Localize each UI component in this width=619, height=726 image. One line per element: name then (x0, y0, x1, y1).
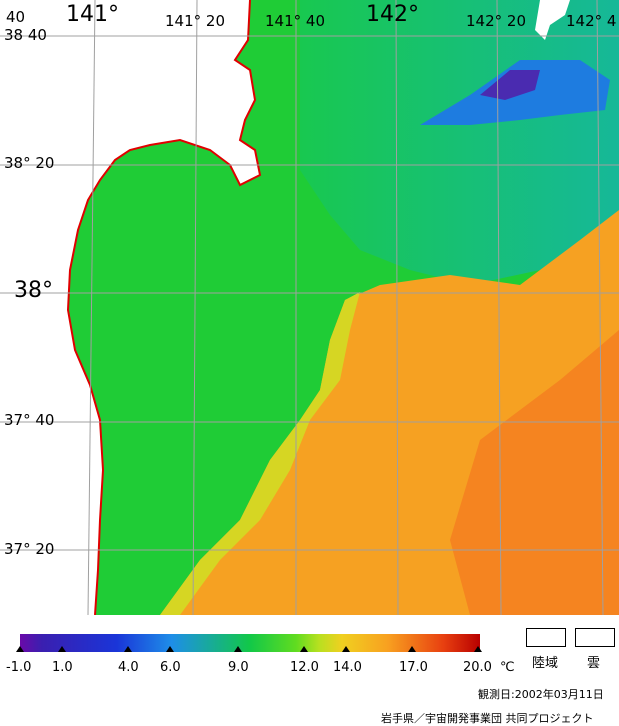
cloud-key-label: 雲 (587, 656, 601, 671)
lat-label-37-40: 37° 40 (4, 411, 55, 429)
tick-label: 17.0 (399, 660, 428, 675)
tick-mark (234, 646, 242, 652)
warm-core (450, 330, 619, 615)
tick-label: 6.0 (160, 660, 181, 675)
tick-mark (58, 646, 66, 652)
tick-label: 4.0 (118, 660, 139, 675)
tick-mark (16, 646, 24, 652)
lon-label-142-20: 142° 20 (466, 12, 526, 30)
lon-label-142-40: 142° 4 (566, 12, 617, 30)
lon-label-141: 141° (66, 2, 119, 27)
tick-label: 20.0 (463, 660, 492, 675)
lat-label-38-40: 38 40 (4, 26, 47, 44)
lat-label-37-20: 37° 20 (4, 540, 55, 558)
lat-label-38: 38° (14, 278, 53, 303)
credit-line: 岩手県／宇宙開発事業団 共同プロジェクト (381, 712, 594, 725)
lon-label-141-40: 141° 40 (265, 12, 325, 30)
land-key-label: 陸域 (532, 656, 559, 671)
tick-label: -1.0 (6, 660, 32, 675)
tick-mark (474, 646, 482, 652)
tick-mark (124, 646, 132, 652)
cold-core (480, 70, 540, 100)
cloud-patch (535, 0, 570, 40)
temperature-color-bar (20, 634, 480, 652)
lon-label-142: 142° (366, 2, 419, 27)
tick-mark (166, 646, 174, 652)
tick-label: 14.0 (333, 660, 362, 675)
tick-mark (342, 646, 350, 652)
land (0, 0, 260, 615)
lon-label-141-20: 141° 20 (165, 12, 225, 30)
coastline (66, 0, 262, 615)
observation-date: 観測日:2002年03月11日 (478, 688, 604, 701)
tick-mark (408, 646, 416, 652)
corner-label: 40 (6, 8, 26, 26)
graticule (0, 0, 619, 615)
tick-label: 9.0 (228, 660, 249, 675)
tick-label: 12.0 (290, 660, 319, 675)
sst-map (0, 0, 619, 615)
tick-mark (300, 646, 308, 652)
unit-label: ℃ (500, 660, 515, 675)
cloud-key-swatch (575, 628, 615, 647)
lat-label-38-20: 38° 20 (4, 154, 55, 172)
tick-label: 1.0 (52, 660, 73, 675)
transition-band (160, 292, 360, 615)
land-key-swatch (526, 628, 566, 647)
